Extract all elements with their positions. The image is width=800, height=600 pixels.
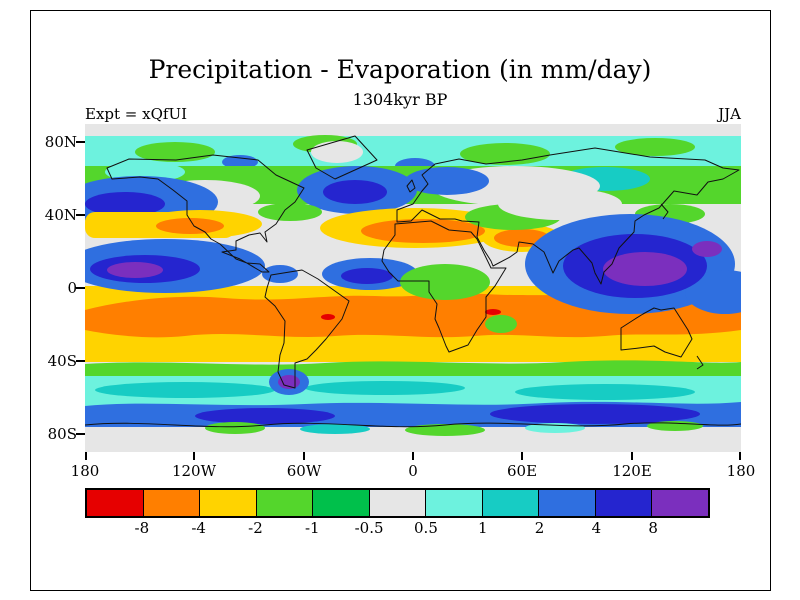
lat-tick-mark (76, 141, 85, 143)
lat-tick-mark (76, 433, 85, 435)
legend-cell (143, 490, 201, 516)
legend-label: 8 (648, 519, 658, 537)
legend-label: 2 (534, 519, 545, 537)
lon-tick-label-120e: 120E (612, 462, 652, 480)
lon-tick-label-0: 0 (408, 462, 418, 480)
lat-tick-label-40n: 40N (44, 206, 77, 224)
legend-label: -2 (248, 519, 263, 537)
chart-title: Precipitation - Evaporation (in mm/day) (148, 55, 652, 84)
legend-cell (539, 490, 596, 516)
legend-label: -4 (191, 519, 206, 537)
lon-tick-label-180w: 180 (70, 462, 100, 480)
experiment-label: Expt = xQfUI (85, 105, 188, 123)
lon-tick-mark (412, 452, 414, 460)
lon-tick-label-60w: 60W (286, 462, 322, 480)
lat-tick-label-80n: 80N (44, 133, 77, 151)
legend-cell (313, 490, 370, 516)
legend-cell (652, 490, 709, 516)
lon-tick-mark (631, 452, 633, 460)
legend-cell (369, 490, 427, 516)
page-border (30, 10, 771, 591)
legend-cell (256, 490, 314, 516)
lat-tick-label-80s: 80S (47, 425, 77, 443)
colorbar-legend (85, 488, 710, 518)
legend-label: 1 (477, 519, 488, 537)
legend-cell (200, 490, 257, 516)
lon-tick-mark (521, 452, 523, 460)
chart-subtitle: 1304kyr BP (352, 90, 448, 109)
lon-tick-label-180e: 180 (726, 462, 756, 480)
legend-label: -8 (134, 519, 150, 537)
legend-label: -0.5 (354, 519, 384, 537)
lon-tick-mark (193, 452, 195, 460)
lon-tick-label-120w: 120W (171, 462, 217, 480)
legend-cell (426, 490, 483, 516)
lon-tick-mark (85, 452, 87, 460)
season-label: JJA (718, 105, 741, 123)
legend-cell (87, 490, 144, 516)
colorbar-labels: -8 -4 -2 -1 -0.5 0.5 1 2 4 8 (85, 519, 710, 539)
lon-tick-mark (303, 452, 305, 460)
coastlines (85, 135, 741, 428)
map-plot-area: 80N 40N 0 40S 80S 180 120W 60W 0 60E 120… (45, 124, 755, 480)
legend-label: -1 (304, 519, 320, 537)
lat-tick-label-40s: 40S (47, 352, 77, 370)
lon-tick-mark (739, 452, 741, 460)
legend-cell (595, 490, 653, 516)
lat-tick-mark (76, 214, 85, 216)
legend-label: 4 (591, 519, 602, 537)
lon-tick-label-60e: 60E (506, 462, 538, 480)
lat-tick-mark (76, 287, 85, 289)
legend-label: 0.5 (414, 519, 438, 537)
lat-tick-label-eq: 0 (67, 279, 77, 297)
lat-tick-mark (76, 360, 85, 362)
legend-cell (482, 490, 540, 516)
world-map (85, 124, 741, 452)
